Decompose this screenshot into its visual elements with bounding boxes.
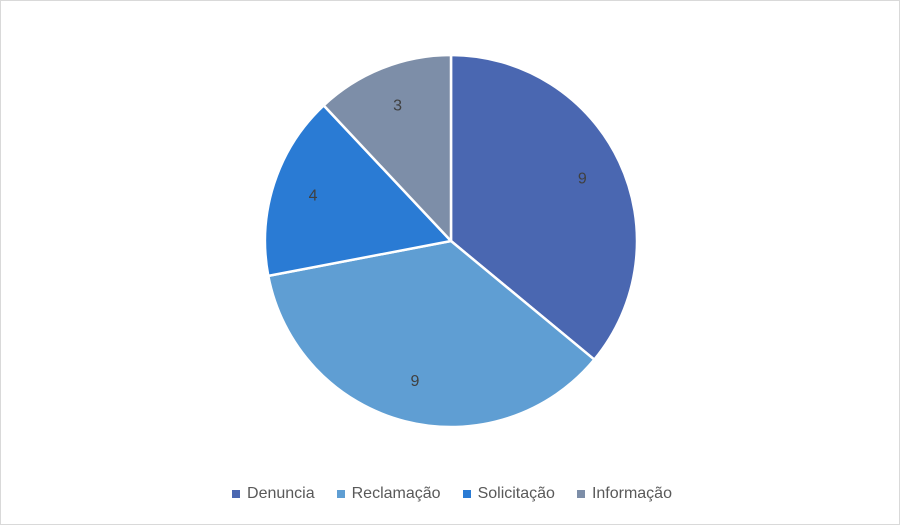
legend-label-denuncia: Denuncia — [247, 485, 315, 502]
legend-swatch-reclamacao — [336, 490, 345, 498]
pie-data-labels: 9 9 4 3 — [309, 98, 587, 390]
legend-item-informacao: Informação — [576, 485, 672, 503]
pie-slice-informacao — [322, 53, 453, 243]
legend-label-reclamacao: Reclamação — [351, 485, 441, 502]
legend-swatch-solicitacao — [462, 490, 471, 498]
legend-item-reclamacao: Reclamação — [336, 485, 441, 503]
data-label-reclamacao: 9 — [410, 373, 419, 390]
data-label-informacao: 3 — [393, 98, 402, 115]
legend-item-solicitacao: Solicitação — [462, 485, 555, 503]
pie-slice-reclamacao — [267, 239, 596, 429]
data-label-denuncia: 9 — [578, 171, 587, 188]
legend-swatch-denuncia — [232, 490, 241, 498]
legend-item-denuncia: Denuncia — [232, 485, 315, 503]
pie-slice-solicitacao — [263, 104, 453, 278]
pie-slices — [263, 53, 639, 429]
pie-slice-denuncia — [449, 53, 639, 361]
legend-label-solicitacao: Solicitação — [477, 485, 555, 502]
data-label-solicitacao: 4 — [309, 188, 318, 205]
legend-swatch-informacao — [576, 490, 585, 498]
legend-label-informacao: Informação — [591, 485, 672, 502]
legend: Denuncia Reclamação Solicitação Informaç… — [1, 485, 902, 503]
